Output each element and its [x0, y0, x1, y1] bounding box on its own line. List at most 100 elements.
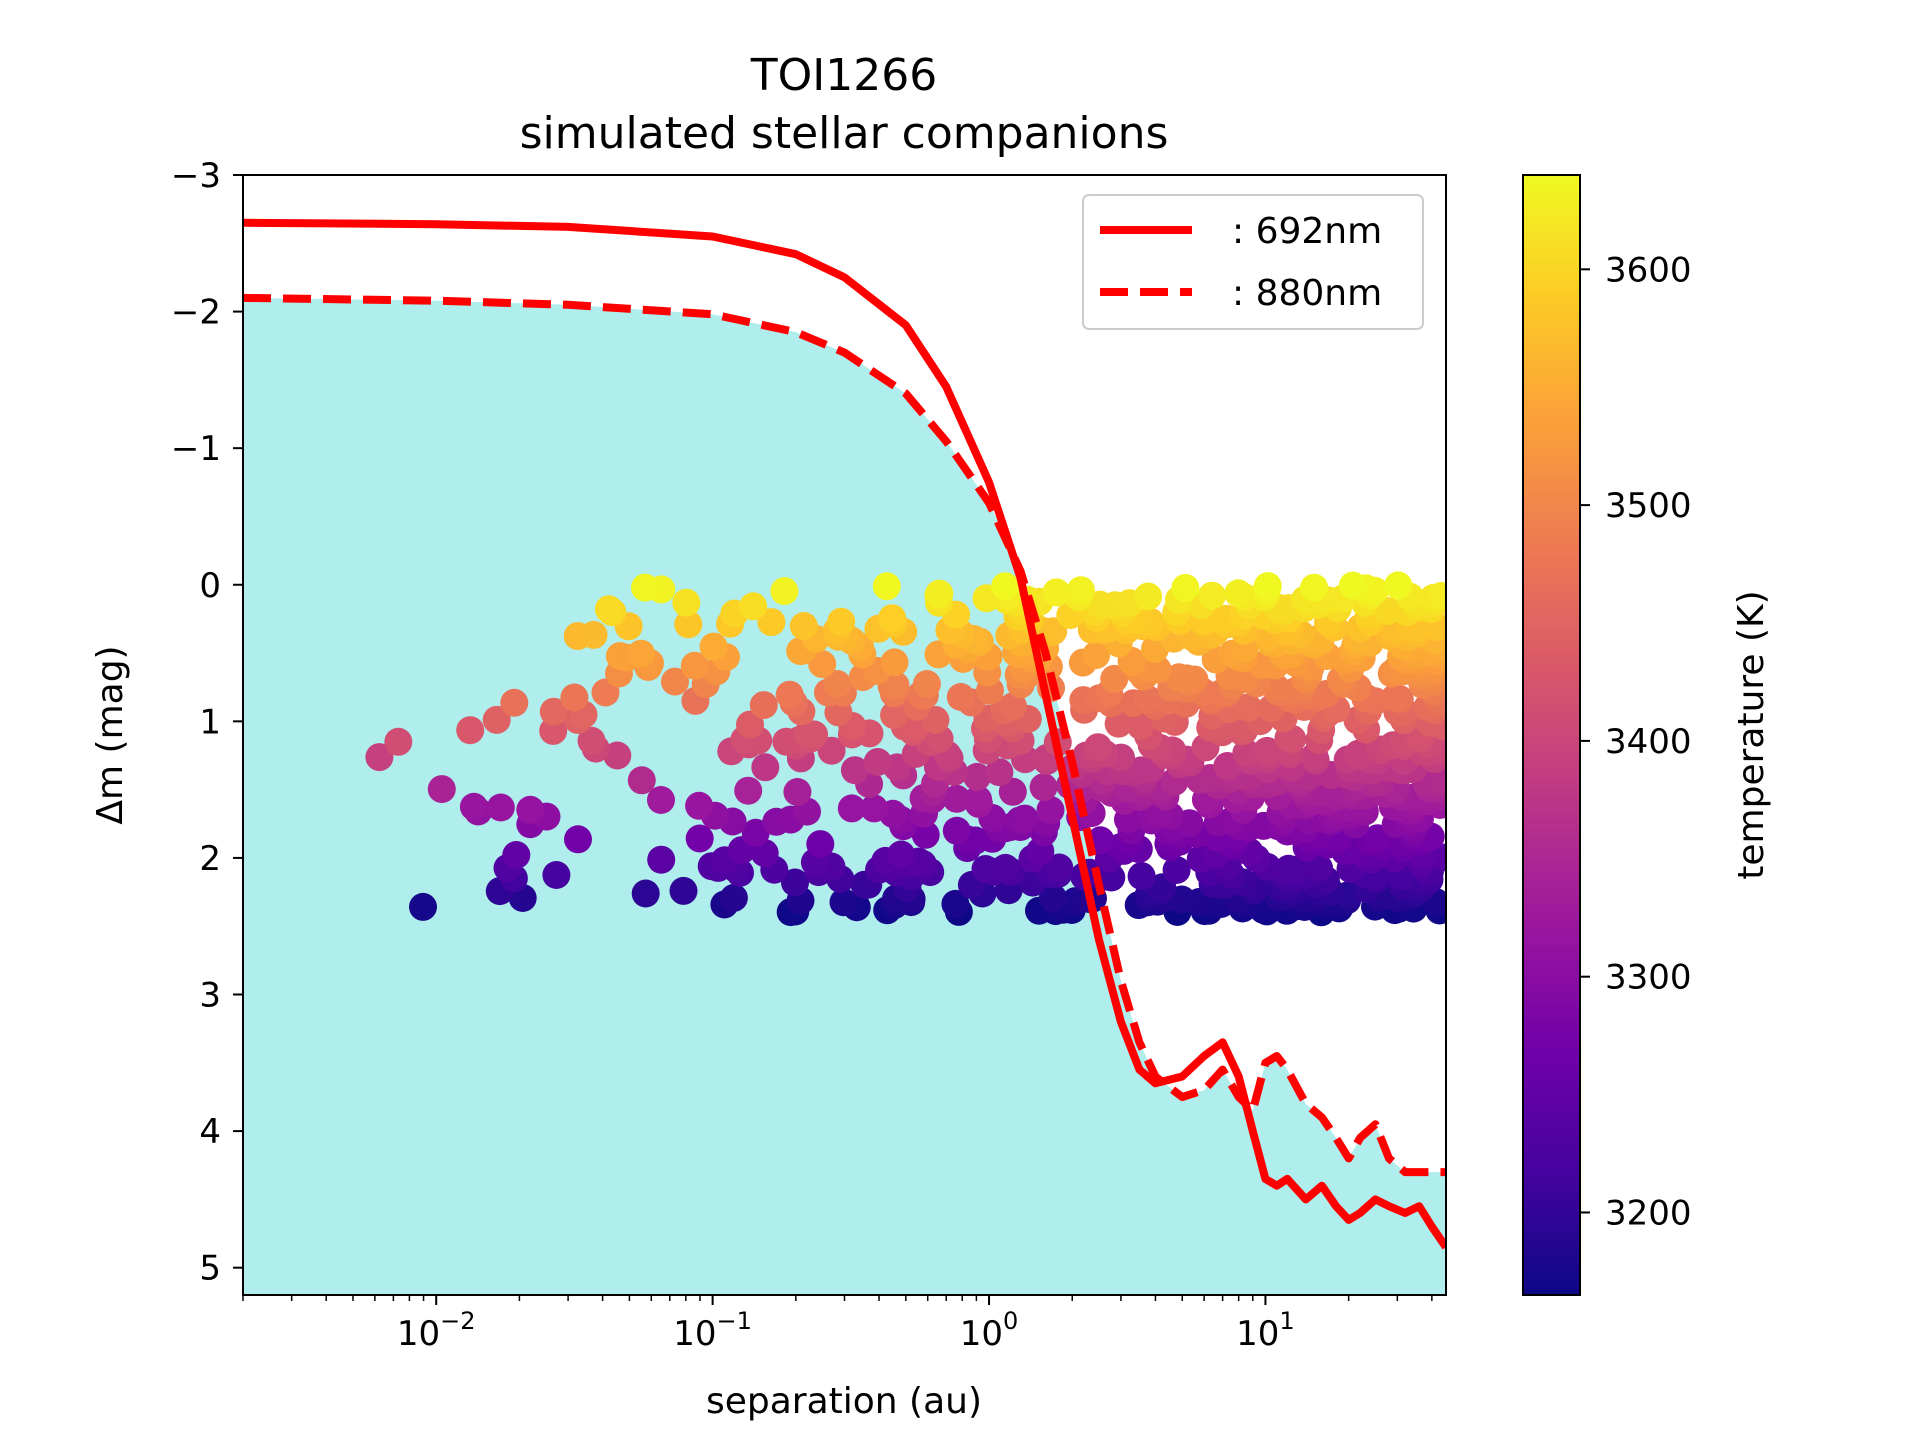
- companion-point: [941, 889, 970, 918]
- companion-point: [1082, 641, 1111, 670]
- companion-point: [793, 719, 822, 748]
- companion-point: [860, 794, 889, 823]
- companion-point: [1066, 576, 1095, 605]
- companion-point: [1305, 854, 1334, 883]
- companion-point: [985, 758, 1014, 787]
- colorbar-tick-label: 3600: [1605, 250, 1692, 290]
- y-tick-label: 2: [199, 839, 221, 879]
- companion-point: [963, 762, 992, 791]
- companion-point: [674, 610, 703, 639]
- x-tick-label: 10−2: [397, 1307, 476, 1354]
- companion-point: [680, 651, 709, 680]
- companion-point: [516, 795, 545, 824]
- companion-point: [829, 888, 858, 917]
- y-tick-label: −1: [171, 429, 221, 469]
- colorbar: 3200 3300 3400 3500 3600 temperature (K): [1522, 174, 1772, 1296]
- companion-point: [736, 710, 764, 739]
- companion-point: [627, 766, 656, 795]
- plot-area: 10−2 10−1 100 101 −3 −2 −1 0 1 2 3 4 5: [171, 156, 1447, 1354]
- y-tick-label: 3: [199, 976, 221, 1016]
- companion-point: [946, 683, 975, 711]
- companion-point: [1380, 683, 1409, 712]
- companion-point: [1344, 739, 1373, 768]
- contrast-curves: [243, 218, 1446, 1250]
- companion-point: [878, 604, 907, 633]
- companion-point: [925, 579, 954, 608]
- x-axis-label: separation (au): [706, 1381, 982, 1422]
- companion-point: [661, 667, 689, 696]
- x-tick-label: 100: [960, 1307, 1019, 1354]
- companion-point: [998, 777, 1027, 806]
- companion-point: [486, 793, 515, 822]
- companion-point: [1134, 582, 1163, 611]
- companion-point: [605, 642, 634, 671]
- companion-point: [669, 876, 698, 905]
- companion-point: [560, 683, 589, 712]
- companion-point: [1029, 773, 1058, 802]
- companion-point: [365, 743, 394, 772]
- companion-point: [699, 632, 728, 661]
- colorbar-frame: [1522, 174, 1581, 1296]
- y-tick-label: 1: [199, 702, 221, 742]
- companion-point: [1171, 573, 1200, 602]
- companion-point: [1253, 736, 1282, 765]
- companion-point: [911, 820, 940, 849]
- companion-point: [971, 855, 1000, 883]
- companion-point: [1162, 856, 1191, 884]
- colorbar-label: temperature (K): [1731, 590, 1772, 879]
- companion-point: [1127, 862, 1156, 891]
- companion-point: [739, 592, 768, 621]
- companion-point: [912, 670, 941, 698]
- companion-point: [1100, 664, 1129, 693]
- companion-point: [806, 830, 835, 859]
- companion-point: [751, 753, 780, 782]
- companion-point: [1134, 685, 1163, 714]
- companion-point: [991, 853, 1020, 882]
- companion-point: [685, 791, 714, 820]
- companion-point: [459, 792, 488, 821]
- companion-point: [1126, 711, 1155, 740]
- companion-point: [502, 841, 531, 869]
- colorbar-gradient: [1523, 175, 1580, 1295]
- chart-title: TOI1266: [750, 50, 937, 101]
- companion-point: [631, 879, 660, 908]
- companion-point: [840, 756, 869, 785]
- companion-point: [1384, 571, 1413, 600]
- x-axis-ticks: 10−2 10−1 100 101: [242, 1295, 1433, 1354]
- companion-point: [1373, 597, 1402, 626]
- companion-point: [741, 818, 770, 847]
- colorbar-tick-label: 3400: [1605, 722, 1692, 762]
- companion-point: [1038, 883, 1067, 912]
- companion-point: [384, 727, 413, 756]
- colorbar-tick-label: 3300: [1605, 958, 1692, 998]
- companion-point: [991, 572, 1020, 601]
- y-tick-label: 5: [199, 1249, 221, 1289]
- companion-point: [1084, 733, 1112, 762]
- companion-point: [577, 726, 606, 755]
- companion-point: [482, 705, 511, 734]
- curve-692nm: [243, 218, 1446, 1250]
- companion-point: [942, 816, 971, 845]
- y-axis-ticks: −3 −2 −1 0 1 2 3 4 5: [171, 156, 243, 1289]
- companion-point: [672, 588, 701, 617]
- companion-point: [1253, 572, 1282, 601]
- companion-point: [647, 845, 676, 874]
- companion-point: [942, 784, 971, 813]
- companion-point: [783, 778, 812, 806]
- x-tick-label: 10−1: [673, 1307, 752, 1354]
- companion-point: [603, 741, 632, 770]
- colorbar-tick-label: 3500: [1605, 486, 1692, 526]
- colorbar-ticks: 3200 3300 3400 3500 3600: [1580, 250, 1692, 1233]
- legend-label-880nm: : 880nm: [1232, 273, 1382, 314]
- companion-point: [409, 892, 437, 921]
- companion-point: [872, 572, 901, 601]
- companion-point: [781, 868, 809, 897]
- y-tick-label: 4: [199, 1112, 221, 1152]
- x-tick-label: 101: [1236, 1307, 1295, 1354]
- companion-point: [647, 786, 675, 814]
- y-axis-label: Δm (mag): [90, 645, 131, 824]
- legend: : 692nm : 880nm: [1082, 194, 1424, 330]
- companion-point: [631, 573, 659, 602]
- companion-point: [1232, 739, 1261, 768]
- companion-point: [823, 670, 852, 698]
